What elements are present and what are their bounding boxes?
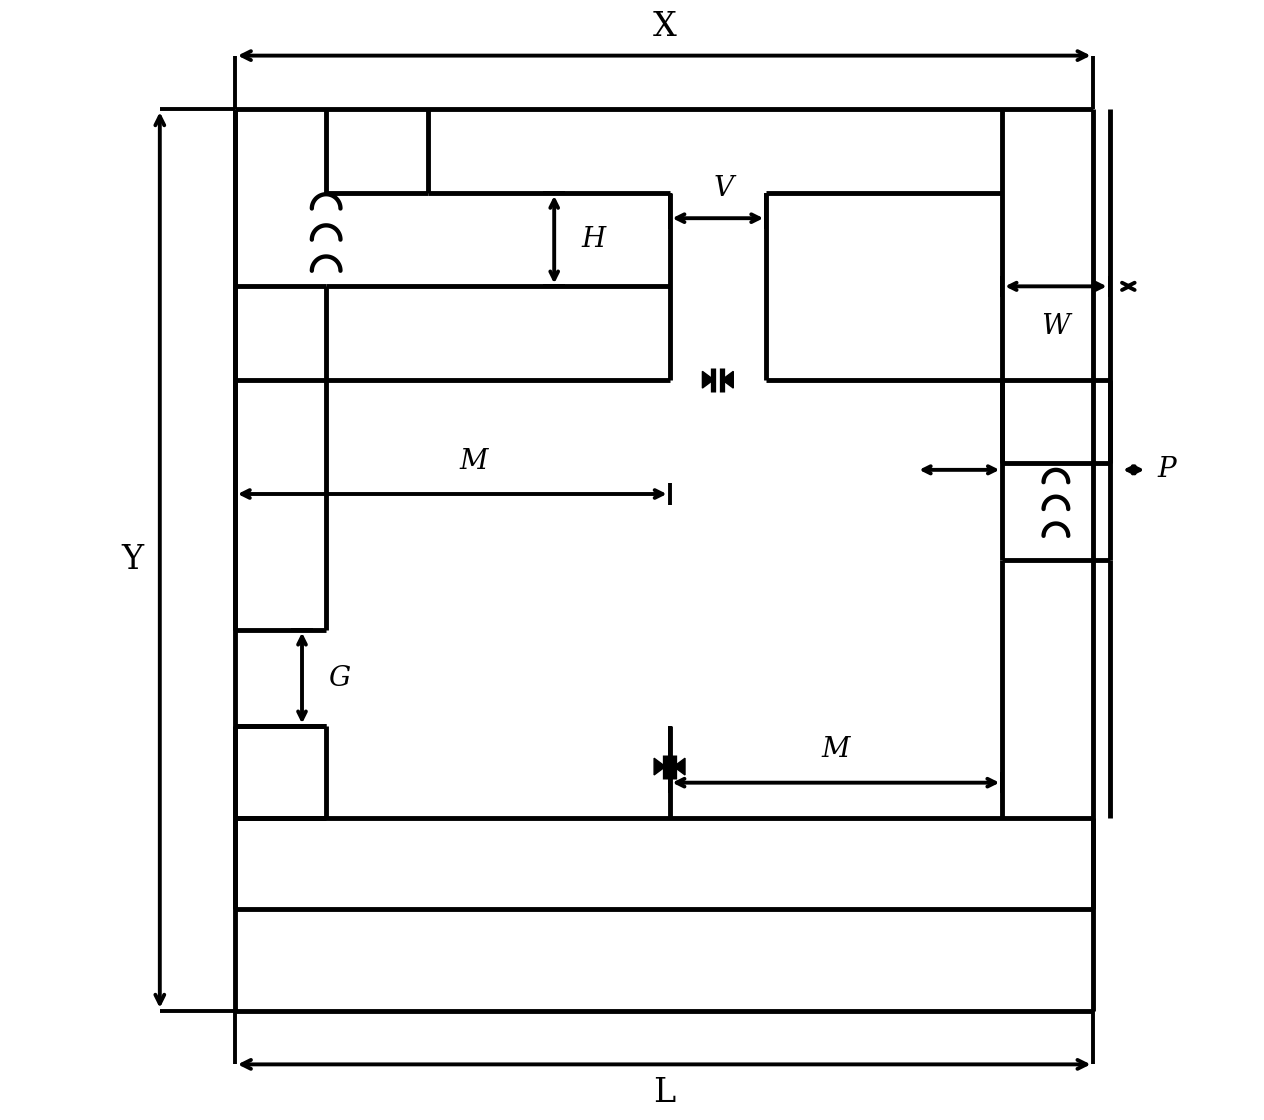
Polygon shape xyxy=(674,758,685,775)
Polygon shape xyxy=(653,758,665,775)
Text: L: L xyxy=(653,1077,675,1109)
Polygon shape xyxy=(722,372,733,389)
Text: X: X xyxy=(652,11,676,43)
Text: Y: Y xyxy=(121,544,144,576)
Text: W: W xyxy=(1042,314,1071,340)
Text: V: V xyxy=(713,175,733,202)
Text: M: M xyxy=(822,736,851,764)
Polygon shape xyxy=(703,372,714,389)
Text: H: H xyxy=(581,226,605,253)
Text: M: M xyxy=(460,448,488,475)
Text: P: P xyxy=(1158,456,1177,484)
Text: G: G xyxy=(329,664,351,691)
